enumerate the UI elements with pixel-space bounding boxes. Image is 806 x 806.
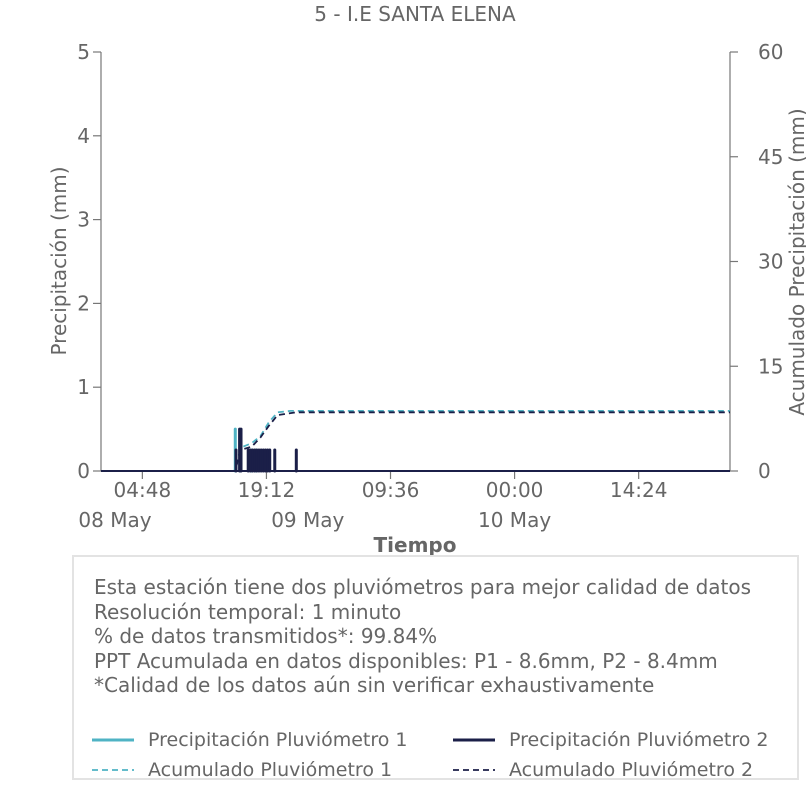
x-axis-label: Tiempo <box>374 533 457 557</box>
legend-label: Acumulado Pluviómetro 1 <box>148 759 393 781</box>
cumulative-lines <box>101 409 730 472</box>
y-tick-label: 2 <box>77 291 90 315</box>
legend-label: Precipitación Pluviómetro 1 <box>148 729 408 751</box>
x-tick-label: 09:36 <box>362 478 420 502</box>
solid-line-swatch-icon <box>453 738 495 742</box>
y-tick-label: 0 <box>77 459 90 483</box>
x-tick-label: 04:48 <box>114 478 172 502</box>
info-lines: Esta estación tiene dos pluviómetros par… <box>94 575 751 698</box>
y2-tick-label: 30 <box>758 250 783 274</box>
date-label: 08 May <box>78 508 151 532</box>
legend-label: Precipitación Pluviómetro 2 <box>509 729 769 751</box>
info-line: Esta estación tiene dos pluviómetros par… <box>94 575 752 599</box>
dashed-line-swatch-icon <box>453 769 495 771</box>
info-box: Esta estación tiene dos pluviómetros par… <box>72 555 799 781</box>
x-tick-label: 00:00 <box>486 478 544 502</box>
x-tick-label: 19:12 <box>238 478 296 502</box>
x-tick-label: 14:24 <box>610 478 668 502</box>
y-axis-label: Precipitación (mm) <box>47 166 71 355</box>
y2-tick-label: 15 <box>758 354 783 378</box>
info-line: PPT Acumulada en datos disponibles: P1 -… <box>94 648 718 673</box>
chart-title: 5 - I.E SANTA ELENA <box>314 2 516 26</box>
y2-tick-label: 0 <box>758 459 771 483</box>
dashed-line-swatch-icon <box>92 769 134 771</box>
solid-line-swatch-icon <box>92 738 134 742</box>
date-labels: 08 May 09 May 10 May <box>78 508 551 532</box>
y-tick-label: 4 <box>77 124 90 148</box>
precipitation-bars <box>233 427 298 473</box>
date-label: 10 May <box>478 508 551 532</box>
info-line: *Calidad de los datos aún sin verificar … <box>94 673 655 697</box>
date-label: 09 May <box>271 508 344 532</box>
y-tick-label: 5 <box>77 40 90 64</box>
info-line: Resolución temporal: 1 minuto <box>94 599 402 624</box>
right-ticks: 0 15 30 45 60 <box>730 40 783 483</box>
x-ticks: 04:48 19:12 09:36 00:00 14:24 <box>114 471 668 502</box>
y-tick-label: 1 <box>77 375 90 399</box>
y2-axis-label: Acumulado Precipitación (mm) <box>785 108 806 415</box>
y2-tick-label: 45 <box>758 145 783 169</box>
left-ticks: 0 1 2 3 4 5 <box>77 40 101 483</box>
y2-tick-label: 60 <box>758 40 783 64</box>
cumulative-line <box>101 409 730 472</box>
y-tick-label: 3 <box>77 208 90 232</box>
legend-label: Acumulado Pluviómetro 2 <box>509 759 754 781</box>
info-line: % de datos transmitidos*: 99.84% <box>94 624 438 648</box>
cumulative-line <box>101 411 730 472</box>
